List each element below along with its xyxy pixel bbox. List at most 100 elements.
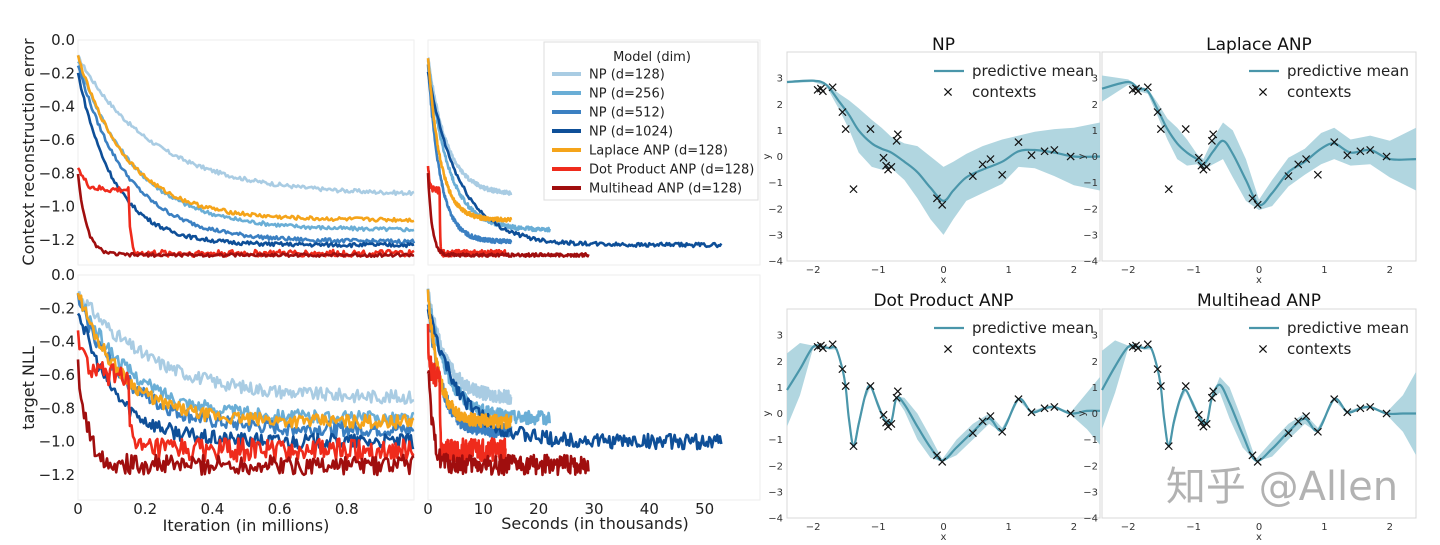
context-marker <box>978 417 987 426</box>
watermark-text: 知乎 @Allen <box>1166 464 1398 510</box>
ylabel-nll: target NLL <box>19 346 38 430</box>
xtick-label: −1 <box>1186 265 1201 276</box>
context-marker <box>1133 87 1143 96</box>
context-marker <box>968 429 977 438</box>
context-marker <box>849 442 858 451</box>
predictive-mean-line <box>786 79 1101 202</box>
context-marker <box>1209 130 1218 139</box>
ytick-label-recon: −1.2 <box>39 231 75 249</box>
context-marker <box>1066 409 1075 418</box>
context-marker <box>1143 83 1152 92</box>
xtick-label: −1 <box>1186 522 1201 533</box>
legend-context-label: contexts <box>972 83 1037 101</box>
curve-recon-sec-0 <box>427 56 513 196</box>
panel-title: Laplace ANP <box>1206 35 1312 55</box>
context-marker <box>818 344 827 353</box>
xtick-label-iter: 0.2 <box>133 500 157 518</box>
context-marker <box>1197 161 1206 170</box>
context-marker <box>1202 162 1211 171</box>
xtick-label: 1 <box>1006 265 1012 276</box>
context-marker <box>1050 145 1059 154</box>
context-marker <box>938 200 947 209</box>
regression-panel-frame <box>786 308 1101 519</box>
xtick-label: 2 <box>1387 522 1393 533</box>
curve-nll-sec-6 <box>426 370 590 477</box>
xtick-label: 2 <box>1071 522 1077 533</box>
ytick-label-nll: −1.0 <box>39 433 75 451</box>
xtick-label: −2 <box>1121 522 1136 533</box>
xtick-label-iter: 0.8 <box>335 500 359 518</box>
curve-nll-sec-3 <box>426 309 723 451</box>
y-axis-label: y <box>762 153 773 159</box>
ytick-label: 0 <box>1092 409 1098 420</box>
training-ticks-layer: 0.0 −0.2 −0.4 −0.6 −0.8 −1.0 −1.2 0.0 −0.2 −0.4 −0… <box>39 31 715 518</box>
ytick-label-recon: −0.4 <box>39 98 75 116</box>
context-marker <box>838 365 847 374</box>
ytick-label: 3 <box>777 331 783 342</box>
ytick-label: 2 <box>777 100 783 111</box>
legend-label: NP (d=1024) <box>589 125 673 140</box>
ytick-label: 2 <box>777 357 783 368</box>
context-marker <box>866 382 875 391</box>
context-marker <box>1143 340 1152 349</box>
legend-label: Multihead ANP (d=128) <box>589 182 742 197</box>
context-marker <box>879 153 888 162</box>
context-marker <box>1330 395 1339 404</box>
context-marker <box>1066 152 1075 161</box>
ylabel-recon: Context reconstruction error <box>19 38 38 266</box>
xtick-label-iter: 0.6 <box>268 500 292 518</box>
ytick-label-recon: 0.0 <box>51 31 75 49</box>
context-marker <box>887 162 896 171</box>
legend-mean-label: predictive mean <box>972 319 1094 337</box>
curve-recon-sec-4 <box>426 58 513 223</box>
context-marker <box>1040 147 1049 156</box>
panel-title: NP <box>932 35 955 55</box>
xtick-label-sec: 0 <box>423 500 433 518</box>
legend-context-swatch <box>1258 344 1268 354</box>
curve-recon-sec-6 <box>426 173 590 258</box>
curve-recon-iter-6 <box>76 173 415 258</box>
ytick-label: −3 <box>768 230 783 241</box>
xlabel-seconds: Seconds (in thousands) <box>501 514 689 533</box>
legend-box <box>543 41 759 201</box>
context-marker <box>1302 412 1311 421</box>
legend-context-swatch <box>1258 87 1268 97</box>
ytick-label: 3 <box>1092 74 1098 85</box>
curve-nll-iter-3 <box>76 312 415 450</box>
context-marker <box>1248 194 1257 203</box>
context-marker <box>1040 404 1049 413</box>
xtick-label-iter: 0.4 <box>200 500 224 518</box>
x-axis-label: x <box>1256 275 1262 286</box>
ytick-label-nll: 0.0 <box>51 266 75 284</box>
panel-title: Multihead ANP <box>1197 291 1321 311</box>
ytick-label: 3 <box>1092 331 1098 342</box>
x-axis-label: x <box>941 532 947 543</box>
context-marker <box>1194 410 1203 419</box>
context-marker <box>938 457 947 466</box>
context-marker <box>1313 170 1322 179</box>
curve-recon-iter-3 <box>76 72 415 249</box>
ytick-label-nll: −1.2 <box>39 466 75 484</box>
context-marker <box>893 387 902 396</box>
xtick-label: −1 <box>871 522 886 533</box>
uncertainty-band <box>1102 75 1416 211</box>
context-marker <box>1253 457 1262 466</box>
context-marker <box>882 161 891 170</box>
ytick-label-nll: −0.2 <box>39 299 75 317</box>
ytick-label: −2 <box>768 204 783 215</box>
ytick-label: −4 <box>1083 514 1098 525</box>
context-marker <box>892 136 901 145</box>
context-marker <box>998 170 1007 179</box>
context-marker <box>1294 160 1303 169</box>
context-marker <box>1284 429 1293 438</box>
context-marker <box>1313 427 1322 436</box>
curve-recon-sec-1 <box>426 60 551 233</box>
context-marker <box>932 451 942 460</box>
context-marker <box>838 108 847 117</box>
context-marker <box>879 410 888 419</box>
context-marker <box>1343 151 1352 160</box>
xtick-label: −2 <box>806 265 821 276</box>
x-axis-label: x <box>941 275 947 286</box>
context-marker <box>1343 408 1352 417</box>
